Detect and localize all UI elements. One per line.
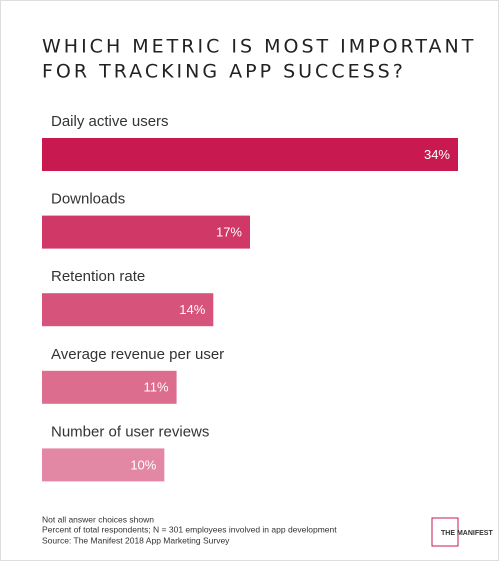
value-label: 10% — [130, 457, 156, 472]
category-label: Number of user reviews — [51, 423, 209, 440]
category-label: Downloads — [51, 191, 125, 208]
bar — [42, 448, 165, 482]
logo: THE MANIFEST — [441, 530, 493, 537]
footnote: Not all answer choices shown — [42, 514, 154, 524]
value-label: 17% — [216, 225, 242, 240]
footnote: Percent of total respondents; N = 301 em… — [42, 524, 337, 534]
value-label: 34% — [424, 147, 450, 162]
chart-title: FOR TRACKING APP SUCCESS? — [42, 61, 406, 83]
footnote: Source: The Manifest 2018 App Marketing … — [42, 535, 230, 545]
category-label: Retention rate — [51, 268, 145, 285]
category-label: Daily active users — [51, 113, 169, 130]
bar — [42, 138, 458, 171]
chart-title: WHICH METRIC IS MOST IMPORTANT — [42, 36, 476, 58]
category-label: Average revenue per user — [51, 346, 224, 363]
value-label: 14% — [179, 302, 205, 317]
bar — [42, 215, 250, 249]
bar — [42, 370, 177, 404]
value-label: 11% — [144, 380, 169, 395]
logo-box — [431, 517, 459, 547]
bar — [42, 293, 214, 327]
